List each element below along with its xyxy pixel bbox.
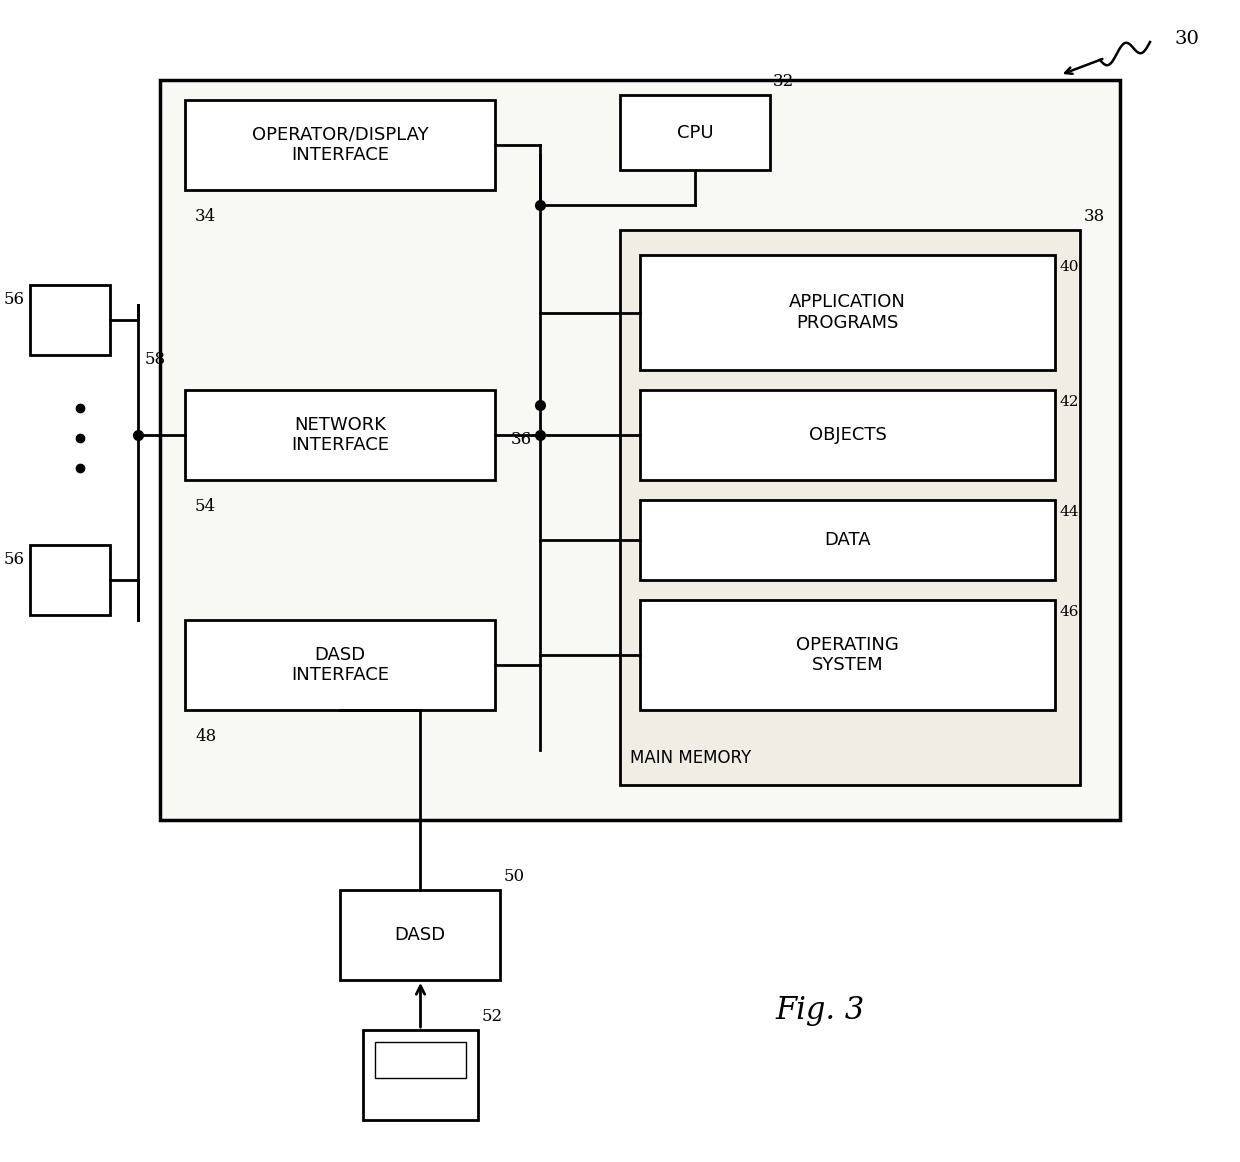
Text: 36: 36 bbox=[511, 431, 532, 449]
Bar bbox=[30, 285, 110, 356]
Bar bbox=[620, 95, 770, 170]
Text: 40: 40 bbox=[1059, 260, 1079, 274]
Text: DATA: DATA bbox=[825, 531, 870, 548]
Text: 42: 42 bbox=[1059, 395, 1079, 409]
Bar bbox=[640, 254, 1055, 370]
Text: OPERATING
SYSTEM: OPERATING SYSTEM bbox=[796, 636, 899, 674]
Bar bbox=[640, 390, 1055, 480]
Text: 52: 52 bbox=[482, 1007, 503, 1025]
Bar bbox=[340, 890, 500, 980]
Bar bbox=[620, 230, 1080, 786]
Text: 38: 38 bbox=[1084, 208, 1105, 225]
Text: APPLICATION
PROGRAMS: APPLICATION PROGRAMS bbox=[789, 293, 906, 332]
Bar bbox=[640, 500, 1055, 580]
Text: 32: 32 bbox=[773, 73, 795, 89]
Bar bbox=[185, 621, 495, 710]
Bar bbox=[160, 80, 1120, 820]
Text: OPERATOR/DISPLAY
INTERFACE: OPERATOR/DISPLAY INTERFACE bbox=[252, 125, 428, 164]
Bar bbox=[185, 100, 495, 191]
Text: 56: 56 bbox=[4, 552, 25, 568]
Text: 34: 34 bbox=[195, 208, 216, 225]
Text: MAIN MEMORY: MAIN MEMORY bbox=[630, 749, 751, 767]
Bar bbox=[640, 600, 1055, 710]
Text: DASD: DASD bbox=[394, 926, 445, 944]
Text: 50: 50 bbox=[503, 868, 525, 885]
Text: 48: 48 bbox=[195, 729, 216, 745]
Text: 44: 44 bbox=[1059, 505, 1079, 519]
Text: Fig. 3: Fig. 3 bbox=[775, 995, 864, 1026]
Text: 54: 54 bbox=[195, 498, 216, 515]
Bar bbox=[374, 1042, 466, 1078]
Text: CPU: CPU bbox=[677, 123, 713, 142]
Text: OBJECTS: OBJECTS bbox=[808, 426, 887, 444]
Bar bbox=[185, 390, 495, 480]
Bar bbox=[30, 545, 110, 615]
Bar bbox=[363, 1030, 477, 1120]
Text: NETWORK
INTERFACE: NETWORK INTERFACE bbox=[291, 416, 389, 454]
Text: DASD
INTERFACE: DASD INTERFACE bbox=[291, 646, 389, 684]
Text: 30: 30 bbox=[1176, 30, 1200, 48]
Text: 46: 46 bbox=[1059, 605, 1079, 619]
Text: 56: 56 bbox=[4, 292, 25, 308]
Text: 58: 58 bbox=[145, 351, 166, 368]
